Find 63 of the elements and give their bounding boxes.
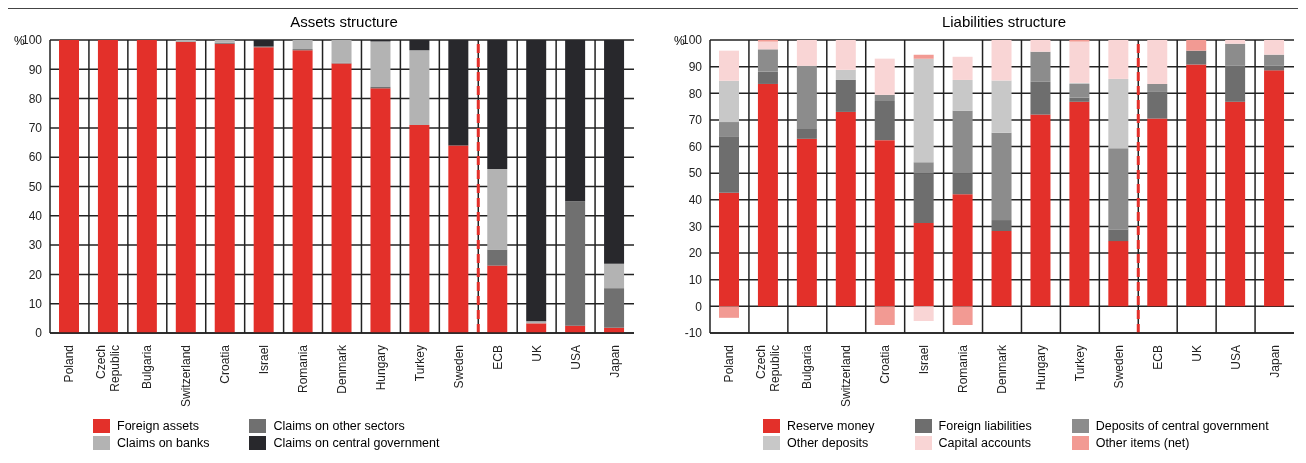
legend-label: Foreign assets bbox=[117, 419, 199, 433]
legend-label: Foreign liabilities bbox=[938, 419, 1032, 433]
y-tick-label: 70 bbox=[688, 113, 703, 128]
x-tick-label: Croatia bbox=[878, 344, 893, 384]
x-tick-label: Romania bbox=[296, 344, 311, 394]
x-tick-label: Denmark bbox=[335, 344, 349, 394]
x-tick-label: Turkey bbox=[412, 345, 427, 382]
x-tick-label: Bulgaria bbox=[800, 344, 815, 390]
chart-title: Assets structure bbox=[289, 13, 399, 30]
y-tick-label: 80 bbox=[688, 86, 703, 101]
y-tick-label: 70 bbox=[28, 121, 43, 136]
y-tick-label: 90 bbox=[28, 62, 43, 77]
y-tick-label: 80 bbox=[28, 91, 43, 106]
y-tick-label: 40 bbox=[688, 193, 703, 208]
y-tick-label: 40 bbox=[28, 209, 43, 224]
x-tick-label: Poland bbox=[62, 345, 77, 383]
legend-label: Other items (net) bbox=[1095, 436, 1190, 450]
x-tick-label: Switzerland bbox=[179, 345, 194, 408]
x-tick-label: USA bbox=[568, 345, 583, 370]
y-tick-label: 60 bbox=[28, 150, 43, 165]
x-tick-label: Japan bbox=[1267, 345, 1282, 378]
y-tick-label: 50 bbox=[688, 166, 703, 181]
x-tick-label: ECB bbox=[1150, 345, 1165, 370]
x-tick-label: UK bbox=[529, 345, 544, 362]
x-tick-label: Hungary bbox=[373, 345, 388, 391]
y-tick-label: 20 bbox=[688, 246, 703, 261]
y-tick-label: 20 bbox=[28, 267, 43, 282]
x-tick-label: Bulgaria bbox=[140, 344, 155, 390]
x-tick-label: Japan bbox=[607, 345, 622, 378]
legend-label: Deposits of central government bbox=[1095, 419, 1269, 433]
x-tick-label: Czech Republic bbox=[754, 345, 783, 392]
x-tick-label: ECB bbox=[490, 345, 505, 370]
legend-label: Other deposits bbox=[787, 436, 869, 450]
x-tick-label: Czech Republic bbox=[94, 345, 123, 392]
x-tick-label: Sweden bbox=[1111, 345, 1126, 389]
x-tick-label: Denmark bbox=[995, 344, 1009, 394]
y-tick-label: 90 bbox=[688, 59, 703, 74]
y-tick-label: 60 bbox=[688, 139, 703, 154]
x-tick-label: Turkey bbox=[1072, 345, 1087, 382]
y-tick-label: 30 bbox=[688, 219, 703, 234]
legend-label: Claims on other sectors bbox=[273, 419, 405, 433]
y-tick-label: 50 bbox=[28, 179, 43, 194]
x-tick-label: Hungary bbox=[1033, 345, 1048, 391]
x-tick-label: Israel bbox=[917, 345, 932, 375]
x-tick-label: Poland bbox=[722, 345, 737, 383]
y-tick-label: 30 bbox=[28, 238, 43, 253]
y-tick-label: 0 bbox=[695, 299, 703, 314]
legend-label: Claims on banks bbox=[117, 436, 210, 450]
chart-title: Liabilities structure bbox=[940, 13, 1068, 30]
legend-label: Reserve money bbox=[787, 419, 875, 433]
y-tick-label: 10 bbox=[688, 272, 703, 287]
x-tick-label: USA bbox=[1228, 345, 1243, 370]
x-tick-label: Romania bbox=[956, 344, 971, 394]
y-tick-label: 0 bbox=[35, 326, 43, 341]
x-tick-label: Israel bbox=[257, 345, 272, 375]
y-tick-label: -10 bbox=[684, 326, 703, 341]
legend-label: Claims on central government bbox=[273, 436, 440, 450]
legend-label: Capital accounts bbox=[938, 436, 1031, 450]
x-tick-label: UK bbox=[1189, 345, 1204, 362]
y-tick-label: 10 bbox=[28, 296, 43, 311]
x-tick-label: Sweden bbox=[451, 345, 466, 389]
x-tick-label: Switzerland bbox=[839, 345, 854, 408]
x-tick-label: Croatia bbox=[218, 344, 233, 384]
